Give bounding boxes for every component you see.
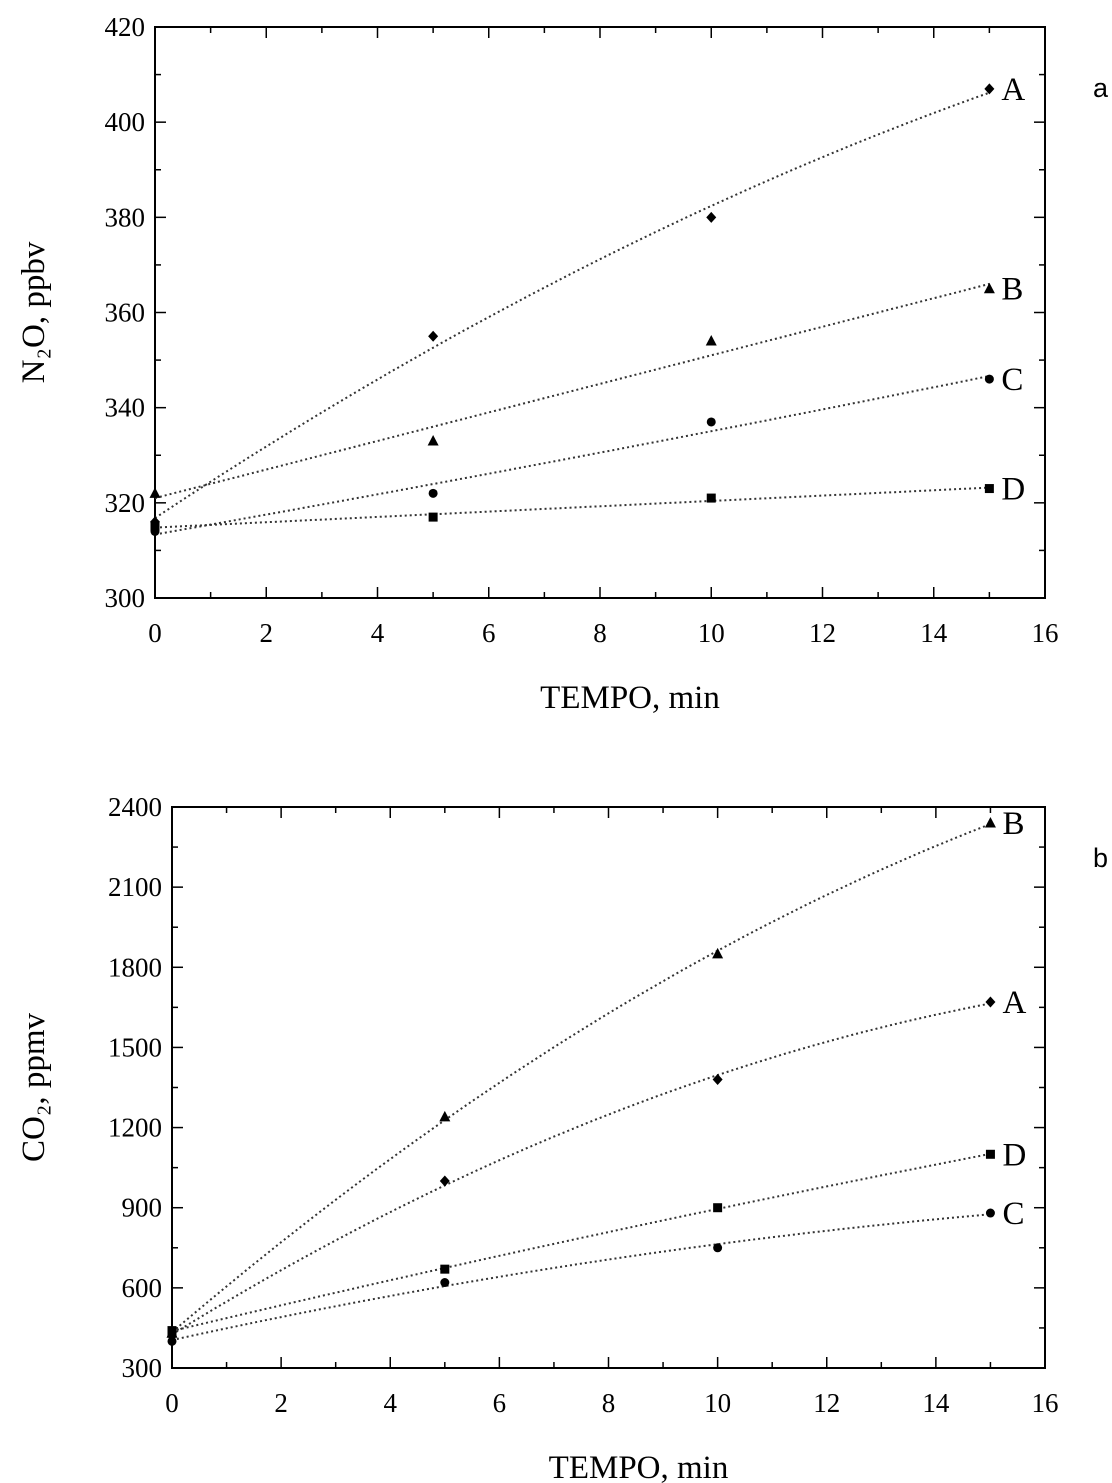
data-point-triangle — [984, 817, 996, 828]
data-point-diamond — [985, 996, 996, 1008]
series-label: C — [1002, 1196, 1024, 1232]
data-point-triangle — [149, 487, 161, 498]
y-tick-label: 900 — [122, 1193, 163, 1223]
series-label: D — [1002, 1137, 1026, 1173]
series-D: D — [167, 1137, 1026, 1336]
series-label: D — [1001, 472, 1025, 508]
series-label: C — [1001, 362, 1023, 398]
x-tick-label: 10 — [704, 1388, 731, 1418]
x-tick-label: 12 — [813, 1388, 840, 1418]
series-B: B — [166, 806, 1024, 1338]
y-tick-label: 600 — [122, 1273, 163, 1303]
x-axis-title: TEMPO, min — [549, 1450, 729, 1483]
data-point-circle — [985, 1208, 995, 1218]
y-tick-label: 1500 — [108, 1032, 162, 1062]
panel-letter: a — [1093, 73, 1109, 103]
data-point-circle — [167, 1336, 177, 1346]
data-point-circle — [984, 374, 994, 384]
data-point-square — [713, 1203, 723, 1213]
y-tick-label: 2100 — [108, 872, 162, 902]
data-point-triangle — [712, 947, 724, 959]
series-B: B — [149, 272, 1023, 500]
chart-panel-a: 0 2 4 6 8 10 12 14 16 300 320 340 360 380 400 420 TEMPO,… — [16, 12, 1109, 716]
x-tick-label: 6 — [493, 1388, 507, 1418]
fit-line — [154, 282, 990, 500]
fit-line — [171, 1213, 991, 1342]
y-axis-title: CO₂, ppmv — [16, 1012, 52, 1162]
data-point-square — [706, 493, 716, 503]
fit-line — [154, 486, 990, 529]
x-tick-label: 2 — [274, 1388, 288, 1418]
y-axis-title: N₂O, ppbv — [16, 241, 52, 383]
x-tick-label: 16 — [1032, 618, 1059, 648]
series-A: A — [150, 72, 1025, 528]
y-tick-label: 320 — [105, 488, 146, 518]
data-point-square — [440, 1264, 450, 1274]
series-C: C — [167, 1196, 1024, 1346]
data-point-triangle — [439, 1110, 451, 1122]
data-point-square — [167, 1326, 177, 1336]
x-tick-label: 2 — [260, 618, 274, 648]
x-tick-label: 4 — [371, 618, 385, 648]
y-tick-label: 2400 — [108, 792, 162, 822]
panel-letter: b — [1093, 843, 1108, 873]
x-tick-label: 14 — [920, 618, 948, 648]
x-tick-label: 12 — [809, 618, 836, 648]
data-point-circle — [713, 1243, 723, 1253]
fit-line — [171, 823, 991, 1333]
data-point-diamond — [706, 211, 717, 223]
x-tick-label: 8 — [602, 1388, 616, 1418]
x-axis-title: TEMPO, min — [540, 680, 720, 716]
x-tick-label: 0 — [165, 1388, 179, 1418]
data-point-diamond — [712, 1073, 723, 1085]
y-tick-label: 360 — [105, 298, 146, 328]
data-point-circle — [428, 488, 438, 498]
y-tick-label: 420 — [105, 12, 146, 42]
data-point-diamond — [439, 1175, 450, 1187]
data-point-circle — [440, 1278, 450, 1288]
chart-panel-b: 0 2 4 6 8 10 12 14 16 300 600 900 1200 1500 1800 2100 24… — [16, 792, 1108, 1483]
y-tick-label: 1200 — [108, 1113, 162, 1143]
fit-line — [171, 1002, 991, 1336]
x-tick-label: 16 — [1032, 1388, 1059, 1418]
data-point-square — [985, 1149, 995, 1159]
plot-frame — [154, 26, 1046, 599]
data-point-square — [150, 522, 160, 532]
x-tick-label: 10 — [698, 618, 725, 648]
x-tick-label: 6 — [482, 618, 496, 648]
data-point-triangle — [427, 434, 439, 446]
y-tick-label: 1800 — [108, 952, 162, 982]
x-tick-label: 8 — [593, 618, 607, 648]
series-label: A — [1002, 985, 1026, 1021]
x-tick-label: 0 — [148, 618, 162, 648]
series-label: B — [1001, 272, 1023, 308]
x-tick-label: 14 — [922, 1388, 950, 1418]
fit-line — [154, 91, 990, 519]
data-point-square — [984, 484, 994, 494]
fit-line — [154, 375, 990, 536]
y-tick-label: 380 — [105, 202, 146, 232]
y-tick-label: 400 — [105, 107, 146, 137]
data-point-triangle — [705, 335, 717, 346]
series-A: A — [167, 985, 1026, 1342]
data-point-square — [428, 512, 438, 522]
x-tick-label: 4 — [384, 1388, 398, 1418]
fit-line — [171, 1152, 991, 1332]
data-point-diamond — [428, 330, 439, 342]
series-label: A — [1001, 72, 1025, 108]
series-C: C — [150, 362, 1023, 536]
data-point-circle — [706, 417, 716, 427]
plot-frame — [171, 806, 1046, 1369]
y-tick-label: 300 — [122, 1353, 163, 1383]
series-label: B — [1002, 806, 1024, 842]
y-tick-label: 340 — [105, 393, 146, 423]
y-tick-label: 300 — [105, 583, 146, 613]
series-D: D — [150, 472, 1025, 532]
data-point-diamond — [984, 83, 995, 95]
data-point-triangle — [983, 282, 995, 294]
